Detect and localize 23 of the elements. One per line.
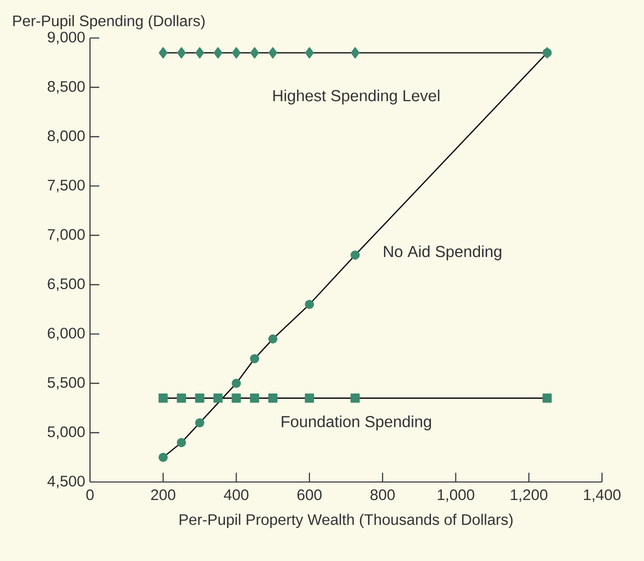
x-tick-label: 200 — [151, 489, 176, 500]
annotation: Highest Spending Level — [273, 90, 440, 104]
y-tick-label: 6,000 — [48, 328, 85, 340]
y-tick-label: 7,500 — [48, 180, 85, 192]
x-tick-label: 1,000 — [438, 489, 474, 502]
x-tick-label: 600 — [297, 489, 322, 500]
y-tick-label: 6,500 — [48, 278, 85, 291]
annotation: No Aid Spending — [384, 245, 502, 260]
y-tick-label: 9,000 — [48, 32, 85, 44]
x-axis-title: Per-Pupil Property Wealth (Thousands of Dollars) — [180, 514, 513, 528]
y-tick-label: 5,000 — [48, 426, 85, 439]
x-tick-label: 400 — [224, 489, 248, 500]
annotation: Foundation Spending — [282, 416, 431, 430]
y-tick-label: 8,000 — [48, 130, 85, 143]
y-tick-label: 4,500 — [47, 476, 85, 488]
x-tick-label: 0 — [86, 489, 94, 500]
x-tick-label: 800 — [370, 489, 395, 500]
y-axis-title: Per-Pupil Spending (Dollars) — [13, 15, 205, 30]
y-tick-label: 8,500 — [48, 81, 85, 94]
y-tick-label: 7,000 — [48, 229, 85, 242]
x-tick-label: 1,200 — [510, 489, 548, 502]
y-tick-label: 5,500 — [48, 377, 85, 390]
x-tick-label: 1,400 — [584, 489, 621, 502]
